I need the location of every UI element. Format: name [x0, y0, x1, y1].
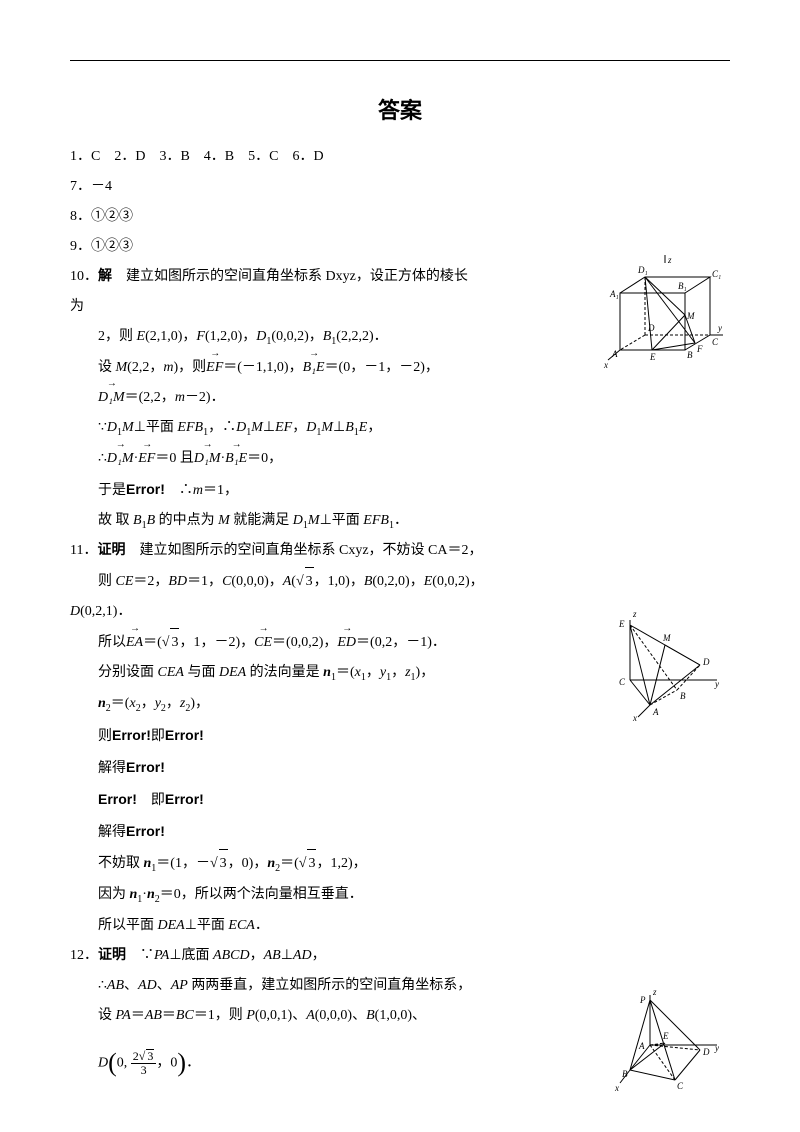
- q11-l4: 分别设面 CEA 与面 DEA 的法向量是 n1＝(x1，y1，z1)，: [70, 659, 730, 688]
- q11-l1: 则 CE＝2，BD＝1，C(0,0,0)，A(3，1,0)，B(0,2,0)，E…: [70, 567, 730, 596]
- svg-text:D₁: D₁: [637, 265, 648, 275]
- q11-l6: 则Error!即Error!: [70, 721, 730, 751]
- q11-l5: n2＝(x2，y2，z2)，: [70, 690, 730, 719]
- error-text: Error!: [126, 481, 165, 497]
- answers-1-6: 1．C 2．D 3．B 4．B 5．C 6．D: [70, 143, 730, 171]
- q11-l7: 解得Error!: [70, 753, 730, 783]
- answer-7: 7．－4: [70, 173, 730, 201]
- q10-l3: 设 M(2,2，m)，则EF＝(－1,1,0)，B₁E＝(0，－1，－2)，: [70, 354, 730, 382]
- svg-text:B₁: B₁: [678, 281, 687, 291]
- svg-text:A₁: A₁: [609, 289, 619, 299]
- q11-l3: 所以EA＝(3，1，－2)，CE＝(0,0,2)，ED＝(0,2，－1)．: [70, 628, 730, 657]
- q10-l4: D₁M＝(2,2，m－2)．: [70, 384, 730, 412]
- q11-l8: Error! 即Error!: [70, 785, 730, 815]
- q11-l11: 因为 n1·n2＝0，所以两个法向量相互垂直．: [70, 881, 730, 910]
- q11-l9: 解得Error!: [70, 817, 730, 847]
- q11-head: 11．证明 建立如图所示的空间直角坐标系 Cxyz，不妨设 CA＝2，: [70, 537, 730, 565]
- q10-num: 10．: [70, 269, 98, 284]
- q11-l12: 所以平面 DEA⊥平面 ECA．: [70, 912, 730, 940]
- q10-l2: 2，则 E(2,1,0)，F(1,2,0)，D1(0,0,2)，B1(2,2,2…: [70, 323, 730, 352]
- vec-d1m: D₁M: [98, 384, 125, 412]
- q12-l3: D(0, 23 3 ，0)．: [70, 1032, 730, 1094]
- q12-head: 12．证明 ∵PA⊥底面 ABCD，AB⊥AD，: [70, 942, 730, 970]
- vec-b1e: B₁E: [303, 354, 325, 382]
- answer-8: 8．①②③: [70, 203, 730, 231]
- svg-text:M: M: [686, 311, 695, 321]
- q10-l7: 于是Error! ∴m＝1，: [70, 475, 730, 505]
- q12-l1: ∴AB、AD、AP 两两垂直，建立如图所示的空间直角坐标系，: [70, 972, 730, 1000]
- svg-text:z: z: [667, 255, 672, 265]
- top-rule: [70, 60, 730, 61]
- svg-text:C₁: C₁: [712, 269, 721, 279]
- q10-l8: 故 取 B1B 的中点为 M 就能满足 D1M⊥平面 EFB1．: [70, 507, 730, 536]
- q10-l5: ∵D1M⊥平面 EFB1，∴D1M⊥EF，D1M⊥B1E，: [70, 414, 730, 443]
- frac-num: 23: [133, 1049, 155, 1063]
- q11-l2: D(0,2,1)．: [70, 598, 730, 626]
- q12-l2: 设 PA＝AB＝BC＝1，则 P(0,0,1)、A(0,0,0)、B(1,0,0…: [70, 1002, 730, 1030]
- page-title: 答案: [70, 89, 730, 133]
- q11-l10: 不妨取 n1＝(1，－3，0)，n2＝(3，1,2)，: [70, 849, 730, 879]
- q10-l6: ∴D₁M·EF＝0 且D₁M·B₁E＝0，: [70, 445, 730, 473]
- vec-ef: EF: [206, 354, 223, 382]
- fraction: 23 3: [131, 1049, 157, 1077]
- q10-bold: 解: [98, 269, 112, 284]
- q10-rest: 建立如图所示的空间直角坐标系 Dxyz，设正方体的棱长: [112, 269, 468, 284]
